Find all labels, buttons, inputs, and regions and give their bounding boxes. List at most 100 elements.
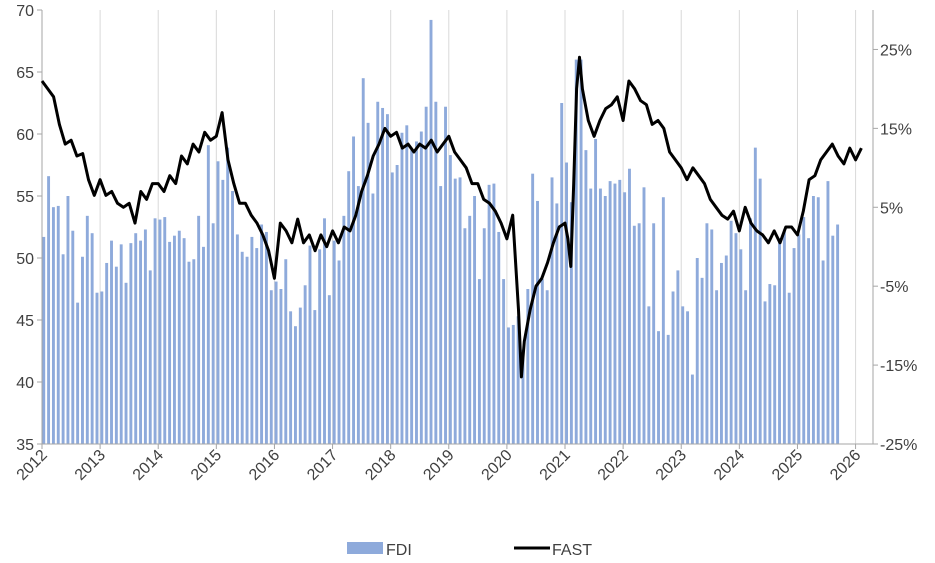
fdi-bar	[637, 223, 641, 444]
fdi-bar	[705, 223, 709, 444]
fdi-bar	[95, 292, 99, 444]
fdi-bar	[521, 349, 525, 444]
fdi-bar	[356, 186, 360, 444]
fdi-bar	[347, 171, 351, 444]
fdi-bar	[202, 246, 205, 444]
fdi-bar	[734, 233, 738, 444]
fdi-bar	[453, 178, 457, 444]
fdi-bar	[47, 176, 51, 444]
fdi-bar	[148, 270, 152, 444]
fdi-bar	[458, 177, 462, 444]
fdi-bar	[540, 279, 544, 444]
fdi-bar	[255, 248, 259, 444]
fdi-bar	[482, 228, 486, 444]
fdi-bar	[76, 302, 80, 444]
fdi-bar	[555, 203, 559, 444]
fdi-bar	[661, 197, 665, 444]
x-tick-label: 2016	[246, 447, 283, 484]
fdi-bar	[545, 290, 549, 444]
fdi-bar	[424, 106, 428, 444]
fdi-bar	[182, 238, 186, 444]
fdi-bar	[410, 150, 414, 444]
fdi-bar	[361, 78, 365, 444]
fdi-bar	[831, 235, 835, 444]
fdi-bar	[187, 261, 191, 444]
fdi-bar	[753, 147, 757, 444]
fdi-bar	[700, 277, 704, 444]
legend-fdi-label: FDI	[386, 542, 412, 559]
legend: FDI FAST	[347, 542, 592, 559]
left-tick-label: 50	[16, 251, 34, 268]
fdi-bar	[371, 193, 375, 444]
fdi-bar	[323, 218, 326, 444]
fdi-bar	[511, 324, 515, 444]
fdi-bar	[758, 178, 762, 444]
x-tick-label: 2014	[130, 447, 167, 484]
fdi-bar	[778, 238, 781, 444]
right-tick-label: 5%	[880, 200, 903, 217]
x-tick-label: 2017	[304, 447, 341, 484]
fdi-bar	[105, 262, 109, 444]
fdi-bar	[352, 136, 356, 445]
left-tick-label: 35	[16, 437, 34, 454]
fdi-bar	[603, 196, 607, 444]
fdi-bar	[221, 179, 225, 444]
fdi-bar	[153, 218, 157, 444]
fdi-bar	[216, 161, 220, 444]
fdi-bar	[686, 311, 690, 444]
left-tick-label: 55	[16, 189, 34, 206]
fdi-bar	[390, 172, 394, 444]
fdi-bar	[584, 150, 588, 444]
fdi-bar	[284, 259, 288, 444]
fdi-bar	[715, 290, 719, 444]
fdi-bar	[110, 240, 113, 444]
fdi-bar	[719, 262, 723, 444]
fdi-bar	[618, 179, 622, 444]
fdi-bar	[492, 183, 496, 444]
fdi-bar	[61, 254, 65, 444]
fdi-bar	[313, 310, 317, 444]
fdi-bar	[163, 217, 167, 444]
fdi-bar	[85, 215, 89, 444]
fdi-bar	[574, 59, 578, 444]
legend-fast-label: FAST	[552, 542, 592, 559]
x-tick-label: 2023	[653, 447, 690, 484]
left-axis-ticks: 35 40 45 50 55 60 65 70	[16, 3, 42, 454]
fdi-bar	[811, 196, 815, 444]
fdi-bar	[303, 285, 307, 444]
fdi-bar	[56, 205, 60, 444]
x-tick-label: 2025	[769, 447, 806, 484]
fdi-bar	[42, 236, 46, 444]
x-tick-label: 2024	[711, 447, 748, 484]
fdi-bar	[821, 260, 825, 444]
fdi-bar	[250, 236, 254, 444]
fdi-bar	[642, 187, 646, 444]
fdi-bar	[90, 233, 94, 444]
fdi-bar	[763, 301, 767, 444]
fdi-bar	[327, 295, 331, 444]
fdi-bar	[264, 231, 268, 444]
right-tick-label: -5%	[880, 279, 908, 296]
fdi-bar	[676, 270, 680, 444]
x-axis-ticks: 2012 2013 2014 2015 2016 2017 2018 2019 2020 2021…	[14, 444, 864, 484]
fdi-bar	[308, 245, 312, 444]
fdi-bar	[100, 291, 104, 444]
fdi-bar	[652, 223, 656, 444]
fast-line-layer	[40, 55, 863, 379]
fdi-bar	[235, 234, 239, 444]
fdi-bar	[134, 233, 138, 444]
fdi-bar	[197, 215, 201, 444]
fdi-bar	[690, 374, 694, 444]
legend-fdi-swatch	[347, 542, 383, 554]
fdi-bar	[516, 316, 520, 444]
fdi-bar	[579, 59, 583, 444]
fdi-bar	[139, 240, 143, 444]
fdi-bar	[569, 202, 573, 444]
fdi-bar	[526, 289, 530, 444]
fdi-bar	[628, 168, 631, 444]
fdi-bar	[565, 162, 568, 444]
axes	[41, 10, 874, 445]
fdi-bar	[589, 188, 593, 444]
fdi-bar	[792, 248, 796, 444]
